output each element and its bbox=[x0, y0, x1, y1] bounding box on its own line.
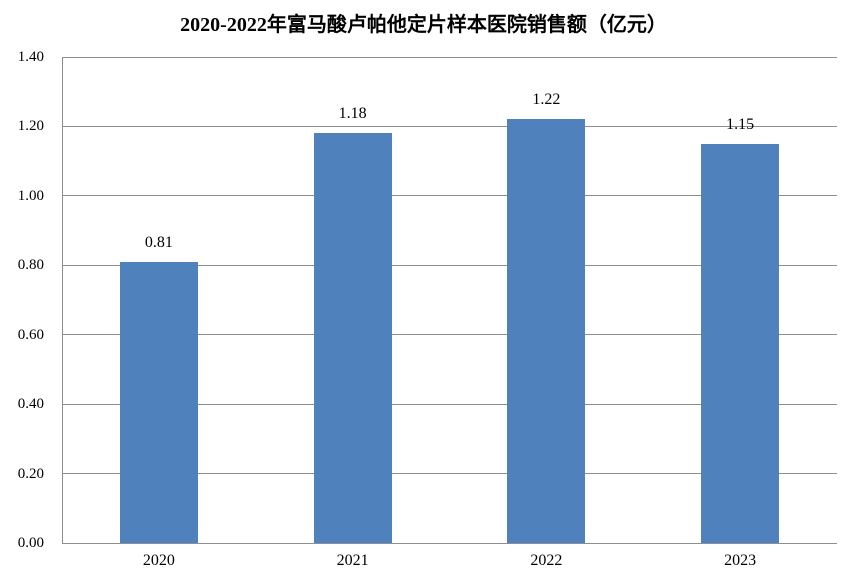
bar-value-label: 1.15 bbox=[726, 115, 755, 133]
y-tick-label: 1.00 bbox=[17, 187, 44, 204]
y-tick-label: 0.00 bbox=[17, 535, 44, 551]
x-tick-label: 2021 bbox=[336, 552, 369, 569]
x-tick-label: 2023 bbox=[724, 552, 757, 569]
gridline bbox=[62, 125, 837, 127]
y-tick-label: 0.60 bbox=[17, 326, 44, 343]
gridline bbox=[62, 403, 837, 405]
y-tick-label: 0.20 bbox=[17, 465, 44, 482]
x-axis-line bbox=[62, 543, 837, 544]
gridline bbox=[62, 56, 837, 58]
bar-value-label: 0.81 bbox=[144, 233, 173, 251]
y-tick-label: 1.40 bbox=[17, 49, 44, 65]
gridline bbox=[62, 473, 837, 475]
bar-value-label: 1.22 bbox=[532, 91, 561, 109]
bar bbox=[507, 119, 586, 543]
y-axis-line bbox=[62, 57, 63, 543]
y-tick-label: 0.40 bbox=[17, 396, 44, 413]
chart-title: 2020-2022年富马酸卢帕他定片样本医院销售额（亿元） bbox=[180, 14, 667, 36]
y-tick-label: 0.80 bbox=[17, 257, 44, 274]
gridline bbox=[62, 334, 837, 336]
bar bbox=[701, 143, 780, 543]
x-tick-label: 2020 bbox=[142, 552, 175, 569]
gridline bbox=[62, 195, 837, 197]
bar-value-label: 1.18 bbox=[338, 105, 367, 123]
x-tick-label: 2022 bbox=[530, 552, 563, 569]
y-tick-label: 1.20 bbox=[17, 118, 44, 135]
bar bbox=[119, 261, 198, 543]
gridline bbox=[62, 264, 837, 266]
bar bbox=[313, 133, 392, 543]
